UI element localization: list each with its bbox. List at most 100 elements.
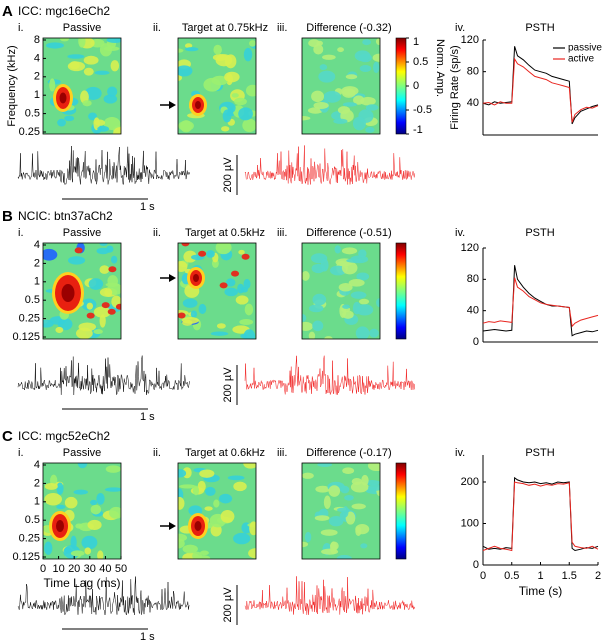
heatmap-blob — [337, 47, 344, 53]
heatmap-blob — [70, 535, 77, 550]
heatmap-blob — [365, 126, 375, 133]
heatmap-blob — [227, 475, 245, 481]
heatmap-blob — [69, 61, 80, 70]
psth-line — [482, 481, 599, 552]
freq-tick-label: 0.5 — [25, 514, 40, 526]
raw-trace — [244, 145, 416, 185]
freq-tick-label: 4 — [34, 52, 40, 64]
heatmap-blob — [101, 302, 110, 309]
heatmap-blob — [241, 253, 250, 260]
y-tick-label: 40 — [467, 305, 479, 317]
heatmap-blob — [315, 485, 331, 493]
raw-trace — [17, 145, 190, 186]
heatmap-hot — [61, 284, 75, 302]
freq-tick-label: 2 — [34, 477, 40, 489]
heatmap-blob — [181, 243, 190, 247]
heatmap-blob — [344, 494, 354, 501]
heatmap-blob — [182, 544, 198, 554]
heatmap-blob — [99, 243, 108, 246]
heatmap-blob — [243, 463, 256, 469]
legend-label: active — [568, 54, 595, 65]
heatmap-blob — [225, 278, 236, 287]
sub-label: iv. — [455, 22, 465, 34]
freq-axis-label: Frequency (kHz) — [6, 45, 18, 126]
heatmap-blob — [107, 86, 118, 97]
heatmap-blob — [235, 295, 249, 305]
heatmap-blob — [243, 329, 256, 339]
strf-title: Target at 0.75kHz — [182, 22, 268, 34]
x-tick-label: 2 — [595, 570, 601, 582]
heatmap-blob — [84, 547, 92, 555]
arrow-head — [169, 101, 176, 109]
heatmap-blob — [352, 301, 361, 315]
heatmap-blob — [205, 486, 216, 496]
heatmap-blob — [350, 291, 367, 299]
heatmap-blob — [43, 248, 58, 261]
heatmap-blob — [206, 250, 215, 258]
strf-frame — [177, 37, 257, 135]
colorbar-tick-label: 0.5 — [413, 56, 428, 68]
heatmap-blob — [218, 493, 233, 504]
heatmap-blob — [64, 496, 78, 509]
heatmap-blob — [317, 463, 333, 467]
strf-title: Passive — [63, 447, 102, 459]
heatmap-blob — [182, 298, 198, 308]
heatmap-blob — [198, 250, 207, 257]
strf-title: Difference (-0.17) — [306, 447, 391, 459]
sub-label: iii. — [277, 227, 287, 239]
strf-heatmap — [302, 38, 380, 134]
strf-frame — [301, 242, 381, 340]
heatmap-blob — [93, 306, 111, 318]
psth-line — [482, 57, 599, 123]
heatmap-blob — [314, 515, 330, 521]
colorbar — [395, 37, 407, 135]
strf-title: Passive — [63, 227, 102, 239]
freq-tick-label: 2 — [34, 71, 40, 83]
psth-line — [482, 277, 599, 328]
heatmap-hot — [59, 92, 67, 104]
heatmap-blob — [55, 326, 64, 334]
heatmap-hot — [193, 274, 199, 282]
freq-tick-label: 0.25 — [19, 313, 40, 325]
heatmap-blob — [56, 482, 64, 495]
heatmap-blob — [82, 100, 92, 107]
heatmap-blob — [204, 506, 213, 511]
colorbar-tick-label: 1 — [413, 36, 419, 48]
heatmap-blob — [222, 109, 232, 123]
raw-trace — [17, 355, 190, 396]
colorbar-label: Norm. Amp. — [434, 39, 446, 97]
heatmap-blob — [46, 42, 64, 49]
strf-heatmap — [43, 243, 121, 339]
colorbar — [395, 462, 407, 560]
heatmap-blob — [199, 469, 215, 478]
y-axis-label: Firing Rate (sp/s) — [449, 45, 461, 129]
freq-tick-label: 0.125 — [12, 331, 40, 343]
sub-label: iii. — [277, 447, 287, 459]
heatmap-blob — [302, 314, 307, 322]
heatmap-blob — [242, 118, 256, 133]
heatmap-blob — [341, 247, 358, 255]
heatmap-blob — [354, 50, 371, 62]
heatmap-blob — [362, 39, 372, 46]
strf-heatmap — [302, 463, 380, 559]
strf-heatmap — [43, 463, 121, 559]
heatmap-blob — [178, 496, 185, 510]
heatmap-blob — [312, 320, 324, 332]
sub-label: iv. — [455, 227, 465, 239]
heatmap-blob — [231, 270, 240, 277]
heatmap-blob — [86, 312, 95, 319]
heatmap-blob — [96, 492, 105, 505]
heatmap-blob — [329, 541, 339, 551]
heatmap-blob — [179, 484, 197, 489]
heatmap-blob — [99, 265, 110, 274]
heatmap-blob — [104, 487, 121, 492]
heatmap-blob — [345, 74, 358, 80]
raw-trace — [244, 576, 416, 615]
strf-title: Passive — [63, 22, 102, 34]
heatmap-blob — [373, 61, 380, 74]
heatmap-blob — [88, 112, 98, 121]
sub-label: ii. — [153, 447, 161, 459]
strf-frame — [42, 462, 122, 560]
heatmap-blob — [103, 94, 118, 104]
freq-tick-label: 0.25 — [19, 126, 40, 138]
